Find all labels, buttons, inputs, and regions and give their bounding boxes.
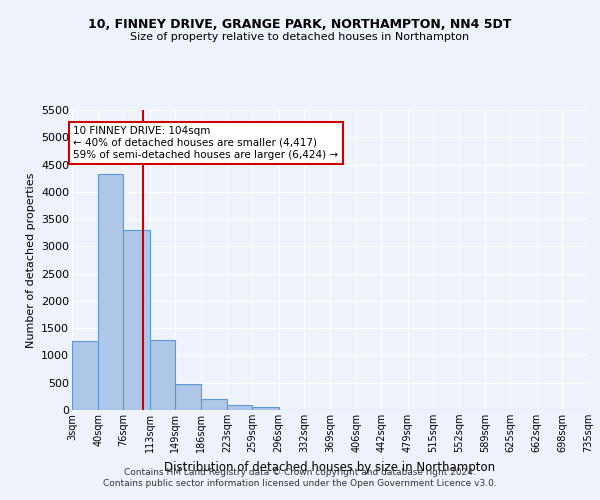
Bar xyxy=(175,384,201,410)
Bar xyxy=(72,340,98,410)
Bar xyxy=(227,406,253,410)
Text: 10, FINNEY DRIVE, GRANGE PARK, NORTHAMPTON, NN4 5DT: 10, FINNEY DRIVE, GRANGE PARK, NORTHAMPT… xyxy=(88,18,512,30)
Text: 10 FINNEY DRIVE: 104sqm
← 40% of detached houses are smaller (4,417)
59% of semi: 10 FINNEY DRIVE: 104sqm ← 40% of detache… xyxy=(73,126,338,160)
Text: Contains HM Land Registry data © Crown copyright and database right 2024.
Contai: Contains HM Land Registry data © Crown c… xyxy=(103,468,497,487)
Bar xyxy=(98,174,124,410)
X-axis label: Distribution of detached houses by size in Northampton: Distribution of detached houses by size … xyxy=(164,460,496,473)
Bar xyxy=(201,398,227,410)
Y-axis label: Number of detached properties: Number of detached properties xyxy=(26,172,35,348)
Text: Size of property relative to detached houses in Northampton: Size of property relative to detached ho… xyxy=(130,32,470,42)
Bar xyxy=(124,230,149,410)
Bar xyxy=(149,340,175,410)
Bar xyxy=(253,407,278,410)
